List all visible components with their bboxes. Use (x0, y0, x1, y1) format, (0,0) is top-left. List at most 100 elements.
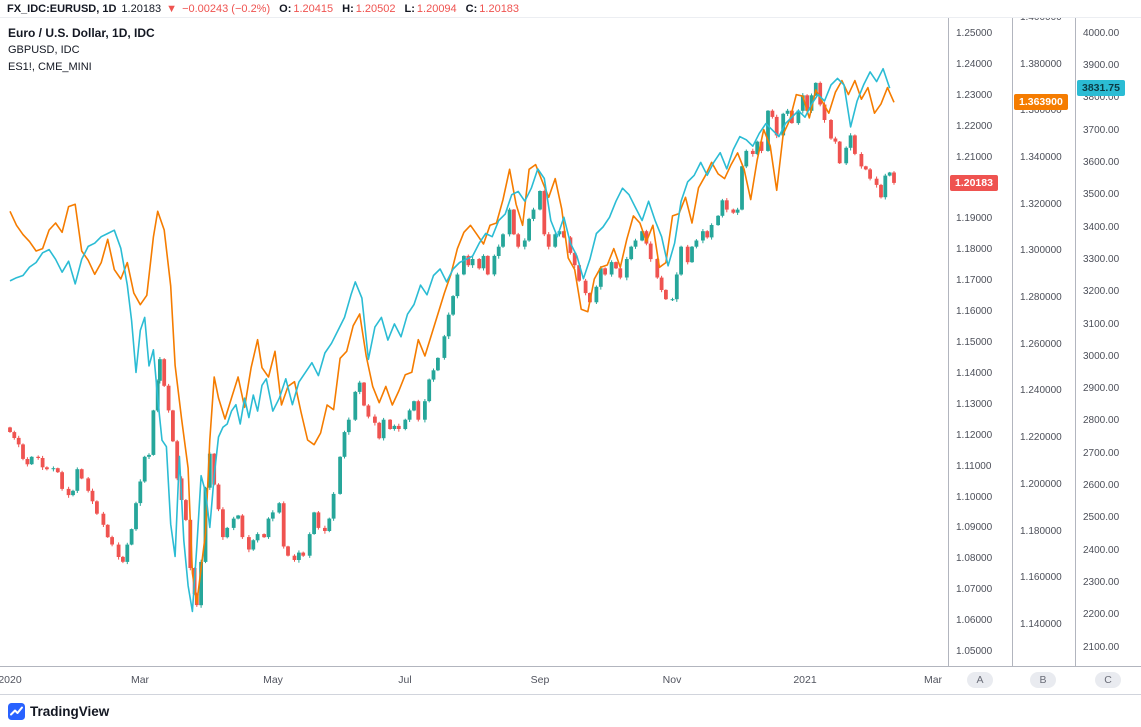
candle-down (805, 95, 809, 111)
candle-down (323, 527, 327, 531)
series-line-es1[interactable] (9, 67, 891, 613)
candle-down (388, 419, 392, 429)
price-tick-a: 1.09000 (956, 522, 993, 534)
candle-down (110, 537, 114, 545)
candle-up (629, 246, 634, 260)
candle-down (759, 141, 764, 151)
time-axis-label: May (263, 674, 283, 686)
legend-gbpusd-series[interactable]: GBPUSD, IDC (8, 44, 80, 56)
candle-up (357, 382, 362, 392)
candle-up (522, 240, 527, 247)
price-tick-a: 1.16000 (956, 306, 993, 318)
candle-down (546, 234, 551, 247)
candle-down (648, 243, 653, 260)
candle-down (121, 556, 125, 562)
candle-down (485, 255, 490, 275)
candle-up (609, 262, 614, 275)
legend-es1-series[interactable]: ES1!, CME_MINI (8, 61, 92, 73)
candle-down (247, 537, 251, 550)
symbol-interval-label[interactable]: FX_IDC:EURUSD, 1D (7, 2, 117, 15)
price-scale-a-eurusd[interactable]: 1.05000 1.06000 1.07000 1.08000 1.09000 1.100… (948, 18, 1012, 694)
candle-up (887, 172, 892, 176)
series-line-gbpusd[interactable] (9, 79, 895, 605)
candle-up (346, 419, 351, 433)
price-scale-b-gbpusd[interactable]: 1.140000 1.160000 1.180000 1.200000 1.220000… (1012, 12, 1075, 694)
candle-down (837, 141, 842, 164)
price-tick-c: 3000.00 (1083, 350, 1120, 362)
last-price-tag-eurusd: 1.20183 (950, 174, 998, 191)
candle-down (25, 459, 30, 465)
candle-down (116, 544, 121, 557)
candle-down (86, 478, 91, 491)
chart-plot-area[interactable] (0, 18, 948, 666)
candle-up (883, 175, 888, 198)
price-tick-c: 3500.00 (1083, 189, 1120, 201)
time-axis[interactable]: 2020 Mar May Jul Sep Nov 2021 Mar (0, 666, 1141, 694)
candle-down (833, 138, 838, 142)
price-tick-a: 1.22000 (956, 120, 993, 132)
candle-down (166, 385, 171, 411)
candle-down (286, 546, 290, 556)
candle-down (36, 456, 41, 458)
candle-down (724, 200, 729, 210)
candle-down (377, 422, 382, 439)
candle-up (297, 552, 301, 560)
price-tick-b: 1.260000 (1020, 338, 1062, 350)
price-tick-c: 3100.00 (1083, 318, 1120, 330)
candle-down (879, 184, 883, 198)
candle-up (624, 259, 629, 278)
time-axis-label: Jul (398, 674, 412, 686)
candle-down (171, 410, 175, 442)
legend-main-series[interactable]: Euro / U.S. Dollar, 1D, IDC (8, 26, 155, 40)
candle-down (572, 252, 577, 266)
candle-down (40, 458, 45, 468)
tradingview-logo-icon (8, 702, 25, 720)
candle-up (720, 200, 725, 216)
high-value: 1.20502 (355, 2, 396, 15)
candle-up (125, 544, 130, 562)
time-axis-label: Mar (130, 674, 150, 686)
candle-down (101, 513, 106, 525)
price-tick-a: 1.07000 (956, 584, 993, 596)
price-tick-c: 2900.00 (1083, 383, 1120, 395)
scale-button-c[interactable]: C (1095, 672, 1121, 688)
time-axis-label: 2020 (0, 674, 22, 686)
candle-down (21, 444, 25, 459)
candle-up (598, 268, 603, 287)
candle-down (853, 135, 857, 154)
candle-up (231, 518, 236, 528)
candle-up (848, 135, 853, 148)
scale-button-b[interactable]: B (1030, 672, 1056, 688)
candle-up (844, 147, 849, 164)
candle-down (542, 191, 547, 235)
price-tick-c: 2800.00 (1083, 415, 1120, 427)
price-tick-c: 3900.00 (1083, 60, 1120, 72)
candle-down (416, 401, 421, 420)
candle-up (407, 410, 412, 420)
candle-down (731, 209, 736, 213)
candle-down (188, 519, 193, 568)
candle-down (60, 472, 64, 489)
scale-button-a[interactable]: A (967, 672, 993, 688)
candle-up (251, 540, 256, 550)
candle-down (644, 231, 649, 244)
price-scale-c-es1[interactable]: 2100.00 2200.00 2300.00 2400.00 2500.00 2600.… (1075, 18, 1141, 694)
price-tick-c: 3200.00 (1083, 286, 1120, 298)
candle-up (158, 359, 162, 381)
candle-up (129, 529, 134, 545)
close-label: C: (465, 2, 478, 15)
candle-up (207, 453, 212, 488)
candle-down (685, 246, 690, 263)
candle-up (71, 490, 75, 496)
candle-up (307, 534, 312, 556)
tradingview-logo[interactable]: TradingView (8, 702, 109, 720)
candle-up (331, 493, 336, 519)
candle-up (709, 225, 714, 238)
candle-up (225, 527, 230, 538)
candle-up (427, 379, 432, 402)
candle-up (501, 234, 505, 247)
candle-down (66, 488, 71, 496)
price-tick-b: 1.320000 (1020, 198, 1062, 210)
candle-up (446, 314, 451, 337)
candle-up (151, 410, 156, 455)
